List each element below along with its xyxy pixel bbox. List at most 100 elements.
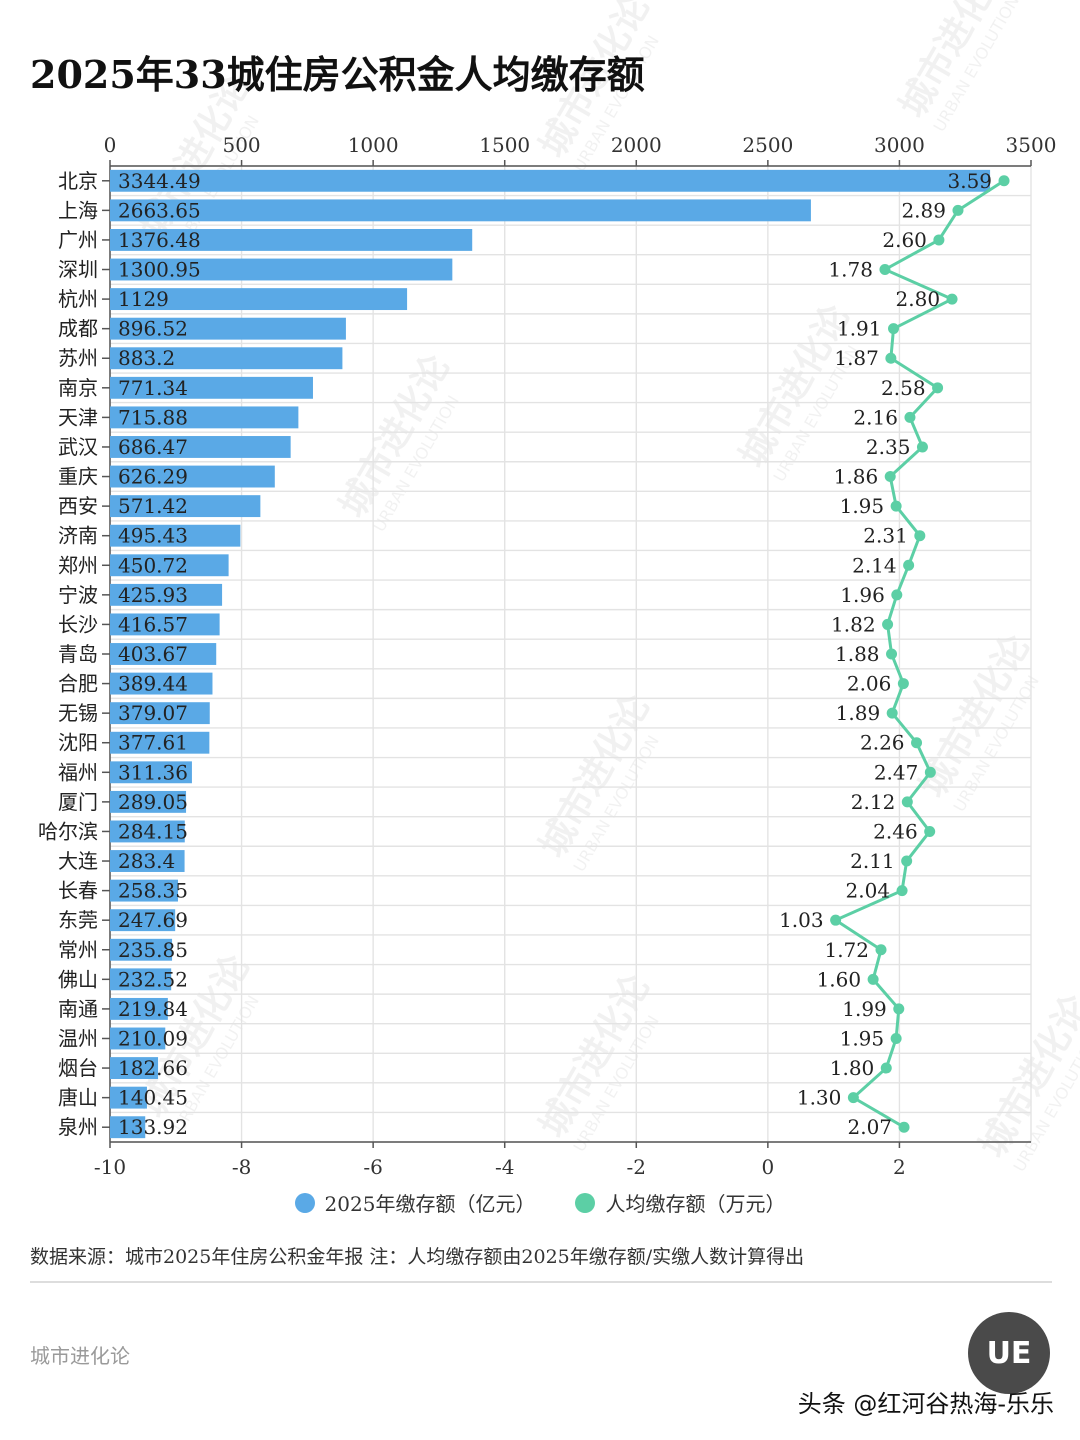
line-value-label: 2.06 bbox=[847, 672, 892, 696]
top-tick-label: 0 bbox=[104, 133, 117, 157]
bar bbox=[110, 199, 811, 222]
bar bbox=[110, 376, 313, 399]
bottom-tick-label: -8 bbox=[232, 1155, 251, 1179]
category-label: 北京 bbox=[58, 169, 98, 193]
category-label: 济南 bbox=[58, 524, 98, 548]
bar bbox=[110, 850, 185, 872]
line-point bbox=[998, 175, 1010, 187]
line-point bbox=[946, 293, 958, 305]
bar bbox=[110, 1086, 147, 1109]
bar-value-label: 289.05 bbox=[118, 790, 188, 814]
category-label: 南通 bbox=[58, 997, 98, 1021]
line-value-label: 1.91 bbox=[837, 317, 882, 341]
credit-text: 头条 @红河谷热海-乐乐 bbox=[797, 1390, 1054, 1418]
category-label: 重庆 bbox=[58, 465, 98, 489]
line-point bbox=[888, 323, 900, 335]
legend-bar-label: 2025年缴存额（亿元） bbox=[324, 1192, 536, 1216]
line-value-label: 2.47 bbox=[874, 760, 919, 784]
category-label: 唐山 bbox=[58, 1086, 98, 1110]
line-point bbox=[884, 471, 896, 483]
line-value-label: 3.59 bbox=[947, 169, 992, 193]
bar-value-label: 2663.65 bbox=[118, 198, 201, 222]
category-label: 郑州 bbox=[58, 553, 98, 577]
top-tick-label: 1500 bbox=[479, 133, 530, 157]
line-value-label: 2.60 bbox=[882, 228, 927, 252]
line-value-label: 2.58 bbox=[881, 376, 926, 400]
bar bbox=[110, 790, 187, 813]
line-point bbox=[901, 796, 913, 808]
bar bbox=[110, 1116, 146, 1139]
top-tick-label: 2500 bbox=[742, 133, 793, 157]
line-value-label: 2.89 bbox=[901, 198, 946, 222]
bar bbox=[110, 672, 213, 695]
line-point bbox=[901, 855, 913, 867]
line-point bbox=[890, 1032, 902, 1044]
category-label: 厦门 bbox=[58, 790, 98, 814]
bottom-tick-label: -4 bbox=[495, 1155, 514, 1179]
line-point bbox=[952, 204, 964, 216]
bar bbox=[110, 968, 172, 991]
line-series: 3.592.89 2.60 1.78 2.80 1.91 1.872.58 2.16 2.35… bbox=[779, 169, 1010, 1139]
bar bbox=[110, 643, 217, 665]
category-label: 合肥 bbox=[58, 672, 98, 696]
line-value-label: 2.16 bbox=[853, 405, 898, 429]
bar-value-label: 235.85 bbox=[118, 938, 188, 962]
source-note: 数据来源：城市2025年住房公积金年报 注：人均缴存额由2025年缴存额/实缴人… bbox=[30, 1246, 805, 1268]
line-point bbox=[890, 500, 902, 512]
line-point bbox=[891, 589, 903, 601]
line-point bbox=[916, 441, 928, 453]
bar-value-label: 389.44 bbox=[118, 672, 188, 696]
line-point bbox=[830, 914, 842, 926]
bar-value-label: 1376.48 bbox=[118, 228, 201, 252]
bar-value-label: 379.07 bbox=[118, 701, 188, 725]
line-point bbox=[911, 737, 923, 749]
bar-value-label: 403.67 bbox=[118, 642, 188, 666]
bar bbox=[110, 879, 178, 902]
line-point bbox=[875, 944, 887, 956]
top-axis: 0 500 1000 1500 2000 2500 3000 3500 bbox=[104, 133, 1056, 166]
bar-value-label: 495.43 bbox=[118, 524, 188, 548]
legend-line-label: 人均缴存额（万元） bbox=[605, 1192, 786, 1216]
chart-title: 2025年33城住房公积金人均缴存额 bbox=[30, 52, 645, 97]
bar bbox=[110, 228, 473, 251]
bar bbox=[110, 997, 168, 1020]
line-point bbox=[914, 530, 926, 542]
line-value-label: 1.30 bbox=[797, 1086, 842, 1110]
bar bbox=[110, 554, 229, 577]
line-point bbox=[904, 411, 916, 423]
legend: 2025年缴存额（亿元） 人均缴存额（万元） bbox=[0, 1188, 1080, 1217]
line-value-label: 2.46 bbox=[873, 819, 918, 843]
bar-value-label: 425.93 bbox=[118, 583, 188, 607]
bar bbox=[110, 820, 185, 843]
line-value-label: 1.96 bbox=[840, 583, 885, 607]
line-value-label: 1.87 bbox=[834, 346, 879, 370]
line-point bbox=[898, 1121, 910, 1133]
line-value-label: 2.04 bbox=[846, 879, 891, 903]
legend-line-swatch bbox=[575, 1192, 596, 1213]
line-point bbox=[867, 973, 879, 985]
bar bbox=[110, 258, 453, 281]
category-label: 宁波 bbox=[58, 583, 98, 607]
line-value-label: 2.80 bbox=[896, 287, 941, 311]
brand-name: 城市进化论 bbox=[30, 1344, 130, 1368]
line-value-label: 1.78 bbox=[828, 258, 873, 282]
bottom-axis: -10 -8 -6 -4 -2 0 2 bbox=[94, 1142, 906, 1179]
line-value-label: 1.89 bbox=[836, 701, 881, 725]
bar-value-label: 416.57 bbox=[118, 612, 188, 636]
line-point bbox=[880, 1062, 892, 1074]
category-label: 哈尔滨 bbox=[38, 819, 98, 843]
bar-value-label: 232.52 bbox=[118, 967, 188, 991]
line-value-label: 2.26 bbox=[860, 731, 905, 755]
line-point bbox=[882, 618, 894, 630]
line-value-label: 1.80 bbox=[830, 1056, 875, 1080]
line-value-label: 2.12 bbox=[851, 790, 896, 814]
bottom-tick-label: 2 bbox=[893, 1155, 906, 1179]
line-value-label: 1.03 bbox=[779, 908, 824, 932]
legend-item-bar: 2025年缴存额（亿元） bbox=[294, 1188, 536, 1217]
bar bbox=[110, 731, 210, 754]
category-label: 天津 bbox=[58, 405, 98, 429]
line-value-label: 2.07 bbox=[848, 1115, 893, 1139]
top-tick-label: 2000 bbox=[611, 133, 662, 157]
category-label: 武汉 bbox=[58, 435, 98, 459]
